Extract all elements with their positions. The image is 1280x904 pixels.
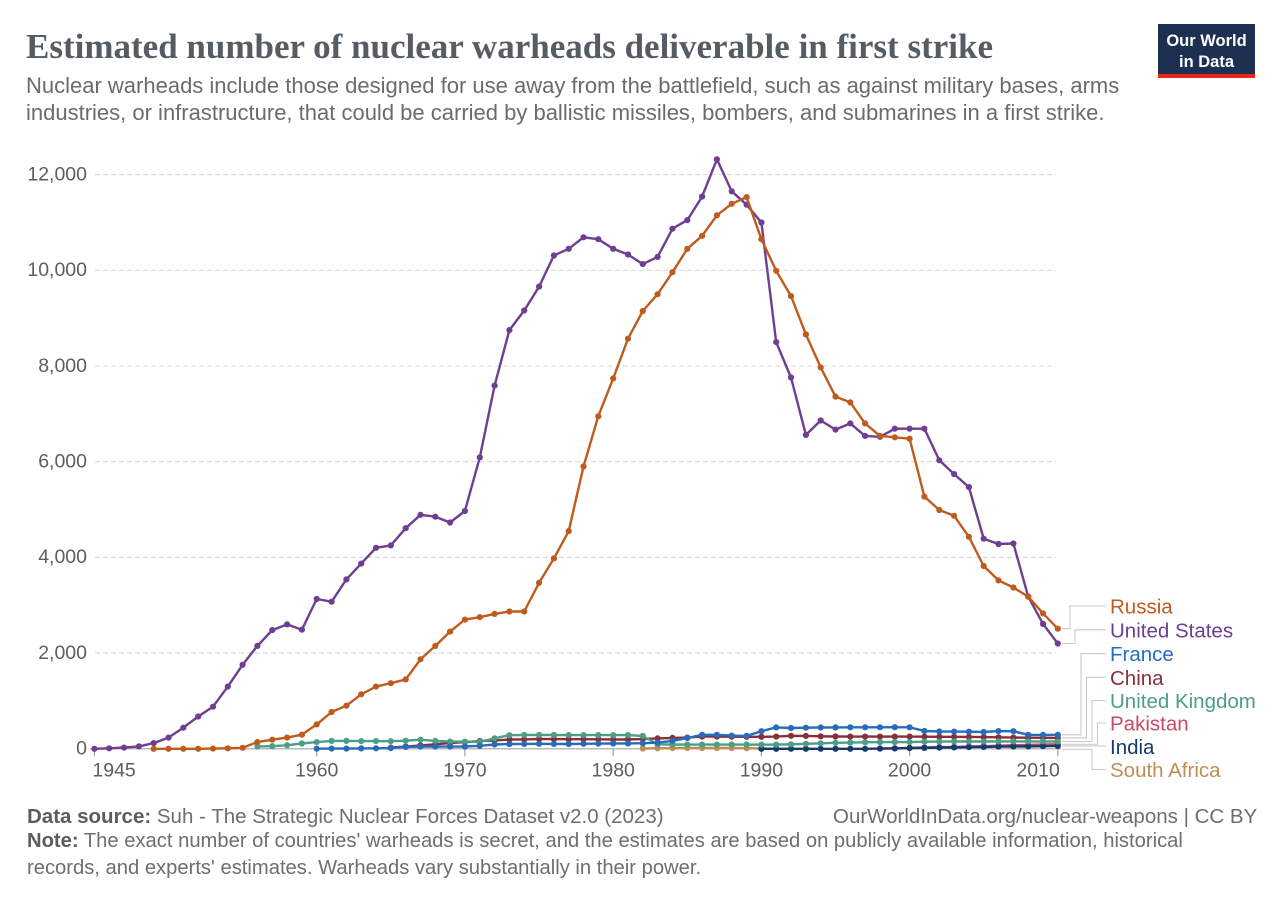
- svg-text:0: 0: [76, 738, 87, 760]
- svg-text:India: India: [1110, 736, 1155, 759]
- svg-text:China: China: [1110, 667, 1164, 690]
- svg-text:Russia: Russia: [1110, 596, 1173, 619]
- svg-text:4,000: 4,000: [38, 546, 87, 568]
- svg-text:1970: 1970: [443, 759, 487, 781]
- svg-text:1990: 1990: [740, 759, 784, 781]
- svg-text:Pakistan: Pakistan: [1110, 713, 1189, 736]
- svg-text:1945: 1945: [92, 759, 136, 781]
- svg-text:12,000: 12,000: [27, 163, 87, 185]
- svg-text:South Africa: South Africa: [1110, 759, 1221, 782]
- svg-text:2000: 2000: [888, 759, 932, 781]
- svg-text:United Kingdom: United Kingdom: [1110, 690, 1256, 713]
- svg-text:France: France: [1110, 643, 1174, 666]
- svg-text:1980: 1980: [592, 759, 636, 781]
- svg-text:1960: 1960: [295, 759, 339, 781]
- svg-text:10,000: 10,000: [27, 259, 87, 281]
- svg-text:United States: United States: [1110, 619, 1233, 642]
- svg-text:2,000: 2,000: [38, 642, 87, 664]
- svg-text:2010: 2010: [1016, 759, 1060, 781]
- svg-text:6,000: 6,000: [38, 451, 87, 473]
- svg-text:8,000: 8,000: [38, 355, 87, 377]
